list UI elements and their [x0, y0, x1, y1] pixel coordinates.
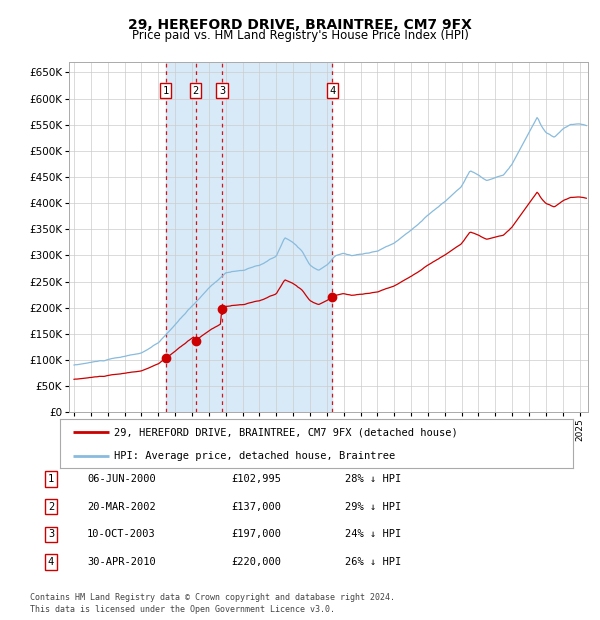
Text: 2: 2 [48, 502, 54, 512]
Text: £197,000: £197,000 [231, 529, 281, 539]
Text: Contains HM Land Registry data © Crown copyright and database right 2024.
This d: Contains HM Land Registry data © Crown c… [30, 593, 395, 614]
Text: 1: 1 [163, 86, 169, 95]
Text: 10-OCT-2003: 10-OCT-2003 [87, 529, 156, 539]
Text: Price paid vs. HM Land Registry's House Price Index (HPI): Price paid vs. HM Land Registry's House … [131, 30, 469, 42]
Text: 3: 3 [48, 529, 54, 539]
Text: 20-MAR-2002: 20-MAR-2002 [87, 502, 156, 512]
Text: 4: 4 [329, 86, 335, 95]
Text: 4: 4 [48, 557, 54, 567]
Text: 3: 3 [219, 86, 225, 95]
Text: 29% ↓ HPI: 29% ↓ HPI [345, 502, 401, 512]
Text: £137,000: £137,000 [231, 502, 281, 512]
Text: 06-JUN-2000: 06-JUN-2000 [87, 474, 156, 484]
Text: 2: 2 [193, 86, 199, 95]
Text: £102,995: £102,995 [231, 474, 281, 484]
Text: 1: 1 [48, 474, 54, 484]
Text: 30-APR-2010: 30-APR-2010 [87, 557, 156, 567]
Text: 24% ↓ HPI: 24% ↓ HPI [345, 529, 401, 539]
Text: 29, HEREFORD DRIVE, BRAINTREE, CM7 9FX (detached house): 29, HEREFORD DRIVE, BRAINTREE, CM7 9FX (… [114, 427, 458, 437]
Bar [166, 62, 332, 412]
Text: HPI: Average price, detached house, Braintree: HPI: Average price, detached house, Brai… [114, 451, 395, 461]
Text: 28% ↓ HPI: 28% ↓ HPI [345, 474, 401, 484]
Text: 29, HEREFORD DRIVE, BRAINTREE, CM7 9FX: 29, HEREFORD DRIVE, BRAINTREE, CM7 9FX [128, 18, 472, 32]
Text: £220,000: £220,000 [231, 557, 281, 567]
Text: 26% ↓ HPI: 26% ↓ HPI [345, 557, 401, 567]
